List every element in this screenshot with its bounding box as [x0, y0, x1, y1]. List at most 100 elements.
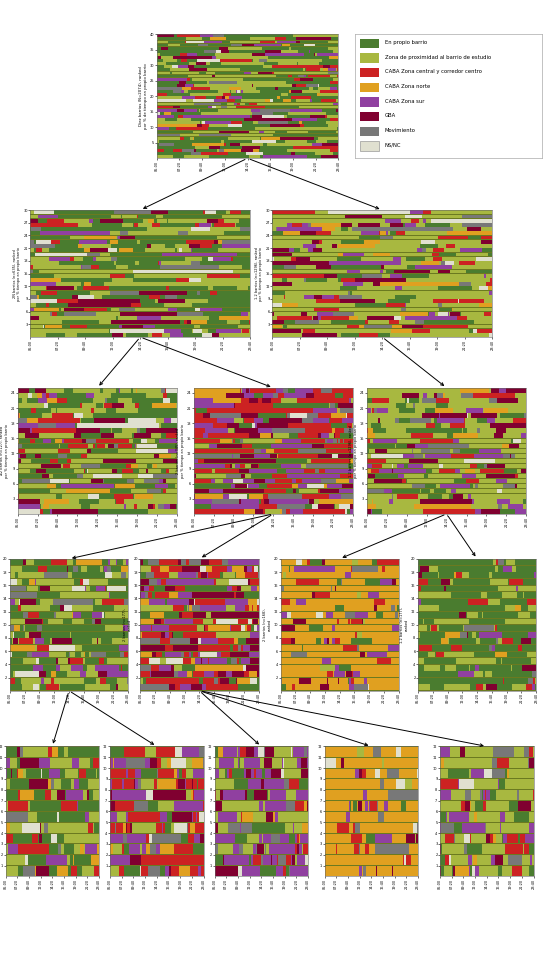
- Bar: [360, 844, 365, 854]
- Bar: [315, 210, 328, 214]
- Bar: [114, 606, 117, 612]
- Bar: [468, 235, 481, 239]
- Bar: [45, 671, 46, 677]
- Bar: [85, 678, 96, 684]
- Bar: [39, 585, 40, 591]
- Bar: [453, 448, 455, 453]
- Bar: [218, 638, 234, 644]
- Bar: [75, 612, 81, 617]
- Bar: [13, 638, 18, 644]
- Bar: [148, 801, 158, 811]
- Bar: [359, 235, 380, 239]
- Bar: [446, 244, 447, 248]
- Bar: [496, 790, 499, 800]
- Bar: [111, 291, 139, 294]
- Bar: [328, 124, 338, 127]
- Bar: [411, 434, 433, 438]
- Bar: [290, 599, 296, 605]
- Bar: [222, 215, 250, 218]
- Bar: [81, 504, 90, 509]
- Bar: [488, 599, 491, 605]
- Bar: [331, 844, 336, 854]
- Bar: [114, 652, 120, 658]
- Bar: [190, 780, 191, 789]
- Bar: [59, 612, 72, 617]
- Bar: [375, 769, 376, 779]
- Bar: [263, 855, 265, 865]
- Bar: [496, 855, 503, 865]
- Bar: [278, 444, 312, 448]
- Bar: [271, 833, 280, 843]
- Bar: [248, 618, 252, 624]
- Bar: [416, 780, 418, 789]
- Bar: [252, 812, 266, 822]
- Bar: [365, 329, 370, 332]
- Bar: [266, 509, 280, 514]
- Bar: [398, 678, 399, 684]
- Bar: [45, 474, 49, 479]
- Bar: [228, 429, 234, 433]
- Bar: [326, 399, 349, 403]
- Bar: [424, 448, 450, 453]
- Bar: [294, 78, 300, 80]
- Bar: [124, 599, 128, 605]
- Bar: [273, 812, 274, 822]
- Bar: [30, 312, 50, 316]
- Bar: [291, 257, 296, 261]
- Bar: [31, 408, 36, 413]
- Bar: [166, 579, 214, 585]
- Bar: [42, 413, 52, 418]
- Bar: [273, 404, 329, 407]
- Bar: [497, 399, 518, 403]
- Bar: [38, 219, 47, 223]
- Bar: [353, 747, 358, 757]
- Bar: [30, 210, 34, 214]
- Bar: [70, 464, 81, 468]
- Bar: [216, 866, 238, 875]
- Bar: [51, 833, 57, 843]
- Bar: [10, 632, 13, 638]
- Bar: [337, 60, 338, 62]
- Bar: [151, 434, 161, 438]
- Bar: [337, 274, 362, 277]
- Bar: [102, 612, 104, 617]
- Bar: [288, 121, 290, 124]
- Bar: [337, 257, 361, 261]
- Bar: [318, 84, 319, 87]
- Bar: [375, 573, 399, 578]
- Bar: [383, 592, 397, 598]
- Bar: [77, 286, 82, 290]
- Bar: [37, 418, 80, 423]
- Bar: [248, 790, 254, 800]
- Bar: [49, 866, 56, 875]
- Bar: [43, 509, 50, 514]
- Bar: [272, 235, 288, 239]
- Bar: [267, 484, 292, 488]
- Bar: [379, 232, 386, 235]
- Bar: [37, 393, 42, 398]
- Bar: [157, 56, 158, 59]
- Bar: [191, 152, 201, 155]
- Bar: [248, 599, 257, 605]
- Bar: [274, 747, 291, 757]
- Bar: [234, 769, 244, 779]
- Bar: [275, 479, 292, 484]
- Bar: [474, 453, 502, 458]
- Bar: [34, 266, 50, 269]
- Bar: [324, 855, 326, 865]
- Bar: [224, 65, 262, 68]
- Bar: [167, 758, 170, 768]
- Bar: [285, 823, 293, 832]
- Bar: [337, 844, 340, 854]
- Bar: [202, 37, 210, 40]
- Bar: [380, 671, 399, 677]
- Bar: [272, 223, 287, 227]
- Bar: [80, 418, 81, 423]
- Bar: [292, 74, 298, 77]
- Bar: [204, 625, 206, 631]
- Bar: [167, 599, 189, 605]
- Bar: [284, 585, 289, 591]
- Bar: [304, 295, 314, 299]
- Bar: [236, 592, 244, 598]
- Bar: [428, 494, 442, 498]
